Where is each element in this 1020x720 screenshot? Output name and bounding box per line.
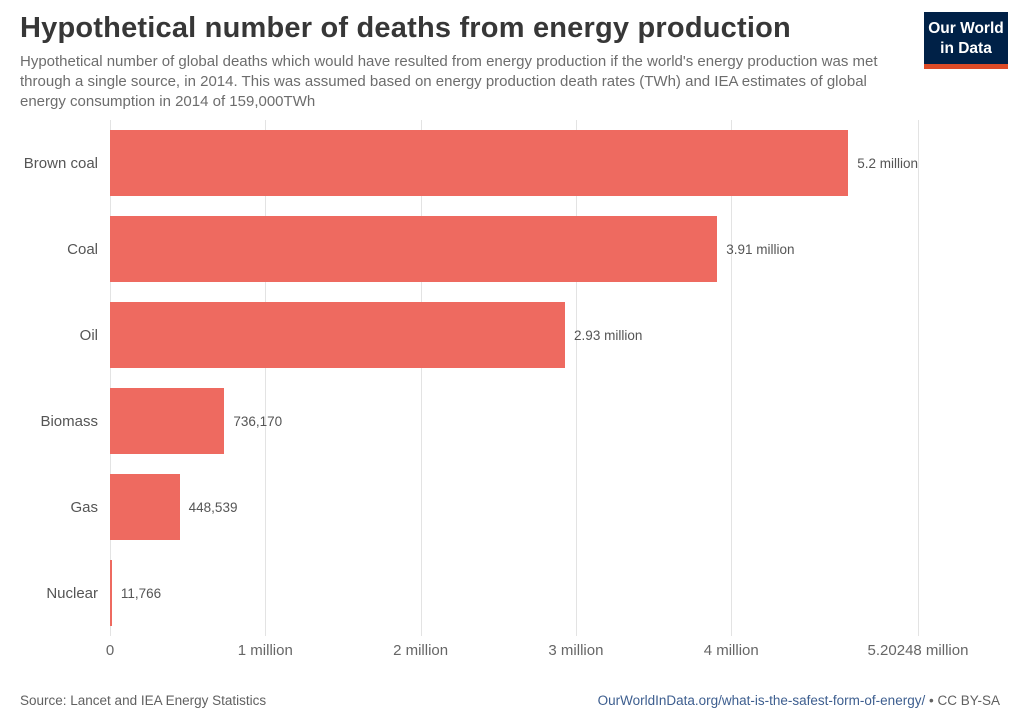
bar-row: Gas 448,539 [70,464,918,550]
page-title: Hypothetical number of deaths from energ… [20,12,791,44]
x-tick-label: 0 [105,642,115,659]
license-note: • CC BY-SA [928,693,1000,708]
x-tick-label: 3 million [548,642,604,659]
chart-footer: Source: Lancet and IEA Energy Statistics… [20,693,1000,708]
chart-subtitle: Hypothetical number of global deaths whi… [20,53,878,110]
x-tick-label: 2 million [393,642,449,659]
gridline [265,120,267,636]
gridline [918,120,919,636]
gridline [575,120,577,636]
bar-row: Brown coal 5.2 million [24,120,918,206]
value-label: 2.93 million [574,327,643,343]
bar-row: Nuclear 11,766 [46,550,918,636]
owid-logo[interactable]: Our World in Data [924,12,1008,70]
value-label: 11,766 [120,585,162,601]
category-label: Brown coal [23,154,98,172]
x-tick-label: 5.20248 million [867,642,969,659]
owid-logo-line1: Our World [928,20,1004,37]
x-tick-label: 4 million [703,642,759,659]
source-note: Source: Lancet and IEA Energy Statistics [20,693,267,708]
x-axis: 0 1 million 2 million 3 million 4 million 5.2… [106,642,969,664]
category-label: Oil [79,326,98,344]
value-label: 5.2 million [857,155,918,171]
category-label: Biomass [40,412,98,430]
bar-row: Coal 3.91 million [67,206,918,292]
x-tick-label: 1 million [237,642,293,659]
category-label: Nuclear [46,584,98,602]
owid-logo-line2: in Data [940,40,992,58]
value-label: 448,539 [188,499,238,515]
gridline [110,120,111,636]
bar-row: Oil 2.93 million [80,292,918,378]
bar-coal[interactable] [110,216,718,282]
gridline [731,120,733,636]
owid-link[interactable]: OurWorldInData.org/what-is-the-safest-fo… [597,693,926,708]
chart-header: Hypothetical number of deaths from energ… [20,12,900,112]
bar-biomass[interactable] [110,388,225,454]
category-label: Gas [70,498,98,516]
value-label: 3.91 million [726,241,795,257]
bar-row: Biomass 736,170 [40,378,918,464]
footer-right: OurWorldInData.org/what-is-the-safest-fo… [598,693,1000,708]
gridline [420,120,422,636]
bar-nuclear[interactable] [110,560,112,626]
bar-oil[interactable] [110,302,566,368]
bar-brown-coal[interactable] [110,130,849,196]
category-label: Coal [67,240,98,258]
value-label: 736,170 [233,413,283,429]
plot-area: Brown coal 5.2 million Coal 3.91 million Oil… [24,120,919,636]
bar-gas[interactable] [110,474,180,540]
